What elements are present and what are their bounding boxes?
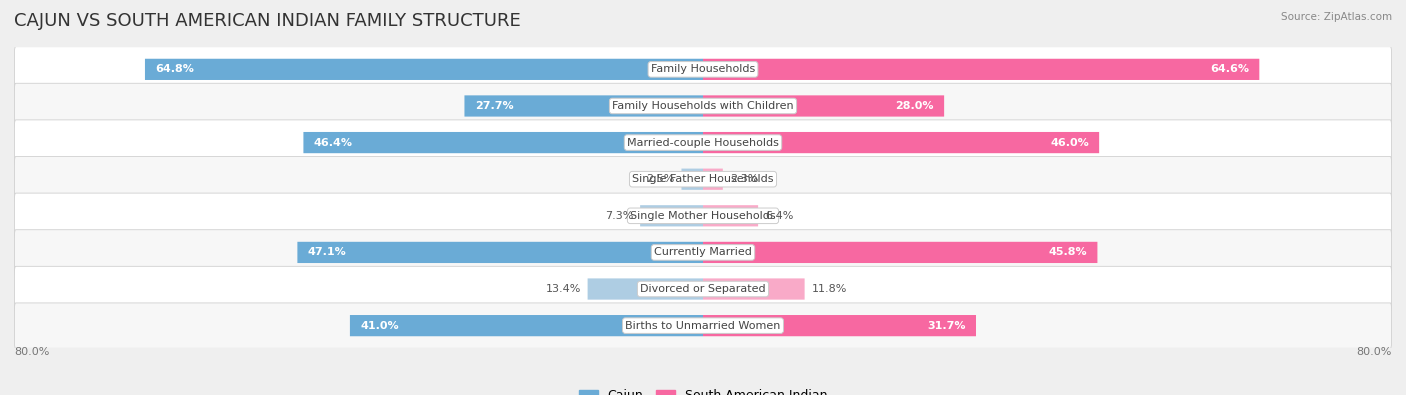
FancyBboxPatch shape: [703, 315, 976, 336]
FancyBboxPatch shape: [14, 156, 1392, 202]
Text: 11.8%: 11.8%: [811, 284, 846, 294]
Text: 2.5%: 2.5%: [647, 174, 675, 184]
Text: CAJUN VS SOUTH AMERICAN INDIAN FAMILY STRUCTURE: CAJUN VS SOUTH AMERICAN INDIAN FAMILY ST…: [14, 12, 520, 30]
Text: 80.0%: 80.0%: [14, 347, 49, 357]
FancyBboxPatch shape: [703, 95, 945, 117]
FancyBboxPatch shape: [703, 242, 1098, 263]
Text: 80.0%: 80.0%: [1357, 347, 1392, 357]
Text: Currently Married: Currently Married: [654, 247, 752, 258]
Text: 46.4%: 46.4%: [314, 137, 353, 148]
Text: Family Households: Family Households: [651, 64, 755, 74]
Text: 64.6%: 64.6%: [1211, 64, 1249, 74]
Text: Source: ZipAtlas.com: Source: ZipAtlas.com: [1281, 12, 1392, 22]
FancyBboxPatch shape: [703, 278, 804, 300]
Text: 47.1%: 47.1%: [308, 247, 346, 258]
FancyBboxPatch shape: [588, 278, 703, 300]
Text: Births to Unmarried Women: Births to Unmarried Women: [626, 321, 780, 331]
FancyBboxPatch shape: [640, 205, 703, 226]
Legend: Cajun, South American Indian: Cajun, South American Indian: [574, 384, 832, 395]
Text: 31.7%: 31.7%: [927, 321, 966, 331]
Text: 6.4%: 6.4%: [765, 211, 793, 221]
FancyBboxPatch shape: [14, 303, 1392, 348]
Text: Single Father Households: Single Father Households: [633, 174, 773, 184]
FancyBboxPatch shape: [14, 266, 1392, 312]
Text: 41.0%: 41.0%: [360, 321, 399, 331]
FancyBboxPatch shape: [14, 193, 1392, 239]
Text: Divorced or Separated: Divorced or Separated: [640, 284, 766, 294]
FancyBboxPatch shape: [703, 205, 758, 226]
FancyBboxPatch shape: [298, 242, 703, 263]
Text: 7.3%: 7.3%: [605, 211, 633, 221]
Text: 2.3%: 2.3%: [730, 174, 758, 184]
FancyBboxPatch shape: [350, 315, 703, 336]
FancyBboxPatch shape: [464, 95, 703, 117]
FancyBboxPatch shape: [14, 83, 1392, 129]
Text: Family Households with Children: Family Households with Children: [612, 101, 794, 111]
Text: Married-couple Households: Married-couple Households: [627, 137, 779, 148]
FancyBboxPatch shape: [304, 132, 703, 153]
Text: 13.4%: 13.4%: [546, 284, 581, 294]
FancyBboxPatch shape: [14, 120, 1392, 165]
Text: Single Mother Households: Single Mother Households: [630, 211, 776, 221]
Text: 46.0%: 46.0%: [1050, 137, 1088, 148]
Text: 28.0%: 28.0%: [896, 101, 934, 111]
FancyBboxPatch shape: [14, 230, 1392, 275]
FancyBboxPatch shape: [703, 132, 1099, 153]
FancyBboxPatch shape: [703, 59, 1260, 80]
FancyBboxPatch shape: [14, 47, 1392, 92]
FancyBboxPatch shape: [145, 59, 703, 80]
FancyBboxPatch shape: [682, 169, 703, 190]
Text: 64.8%: 64.8%: [155, 64, 194, 74]
FancyBboxPatch shape: [703, 169, 723, 190]
Text: 45.8%: 45.8%: [1049, 247, 1087, 258]
Text: 27.7%: 27.7%: [475, 101, 513, 111]
